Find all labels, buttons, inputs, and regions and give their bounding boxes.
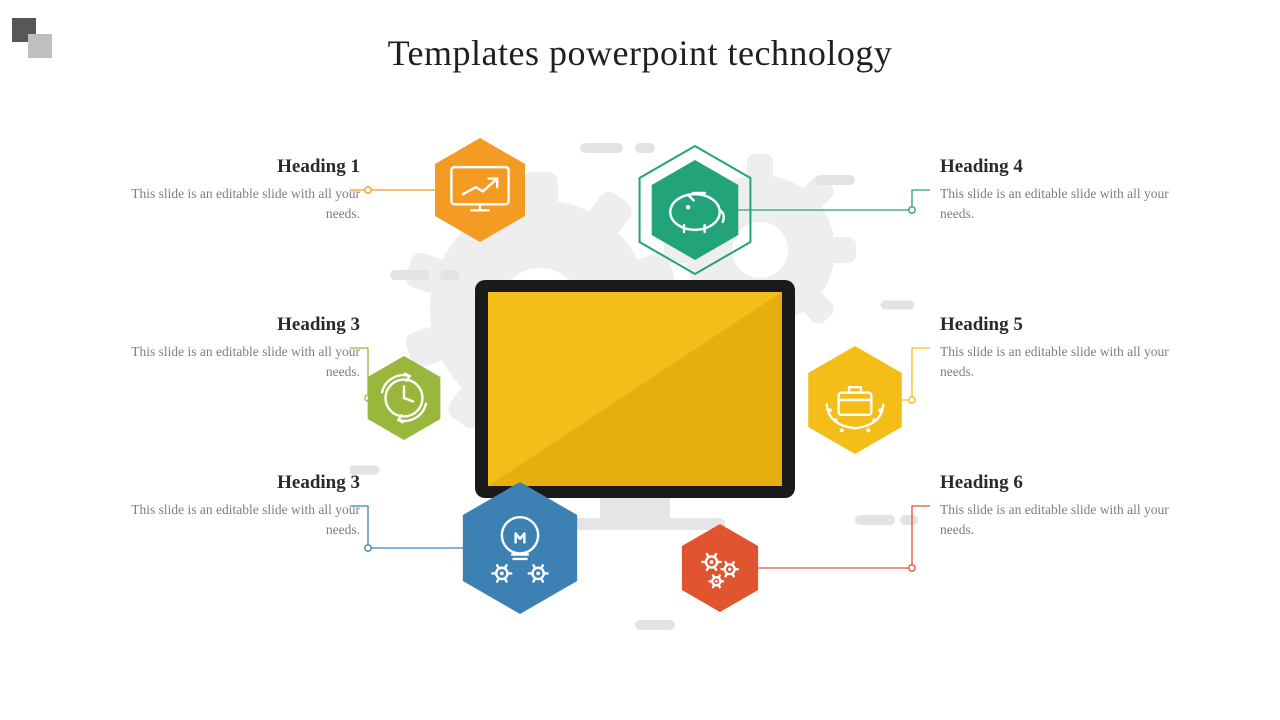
item-body: This slide is an editable slide with all…	[940, 500, 1200, 539]
item-heading: Heading 3	[100, 472, 360, 494]
item-body: This slide is an editable slide with all…	[940, 342, 1200, 381]
item-right-2: Heading 5 This slide is an editable slid…	[940, 314, 1200, 381]
hex-fill	[463, 482, 577, 614]
connector-node	[365, 545, 371, 551]
slide-title: Templates powerpoint technology	[0, 32, 1280, 74]
hex-gears	[682, 524, 758, 612]
item-right-1: Heading 4 This slide is an editable slid…	[940, 156, 1200, 223]
connector-node	[365, 187, 371, 193]
hex-briefcase-wreath	[808, 346, 902, 454]
item-body: This slide is an editable slide with all…	[100, 342, 360, 381]
connector-node	[909, 207, 915, 213]
center-svg	[350, 120, 930, 680]
item-heading: Heading 5	[940, 314, 1200, 336]
slide: Templates powerpoint technology Heading …	[0, 0, 1280, 720]
item-left-2: Heading 3 This slide is an editable slid…	[100, 314, 360, 381]
connector-node	[909, 397, 915, 403]
item-body: This slide is an editable slide with all…	[100, 184, 360, 223]
item-heading: Heading 3	[100, 314, 360, 336]
item-heading: Heading 6	[940, 472, 1200, 494]
item-body: This slide is an editable slide with all…	[100, 500, 360, 539]
hex-bulb-gears	[463, 482, 577, 614]
hex-fill	[682, 524, 758, 612]
center-graphic	[350, 120, 930, 680]
item-body: This slide is an editable slide with all…	[940, 184, 1200, 223]
item-heading: Heading 4	[940, 156, 1200, 178]
connector-node	[909, 565, 915, 571]
item-left-3: Heading 3 This slide is an editable slid…	[100, 472, 360, 539]
item-heading: Heading 1	[100, 156, 360, 178]
item-left-1: Heading 1 This slide is an editable slid…	[100, 156, 360, 223]
hex-clock-arrows	[368, 356, 441, 440]
item-right-3: Heading 6 This slide is an editable slid…	[940, 472, 1200, 539]
